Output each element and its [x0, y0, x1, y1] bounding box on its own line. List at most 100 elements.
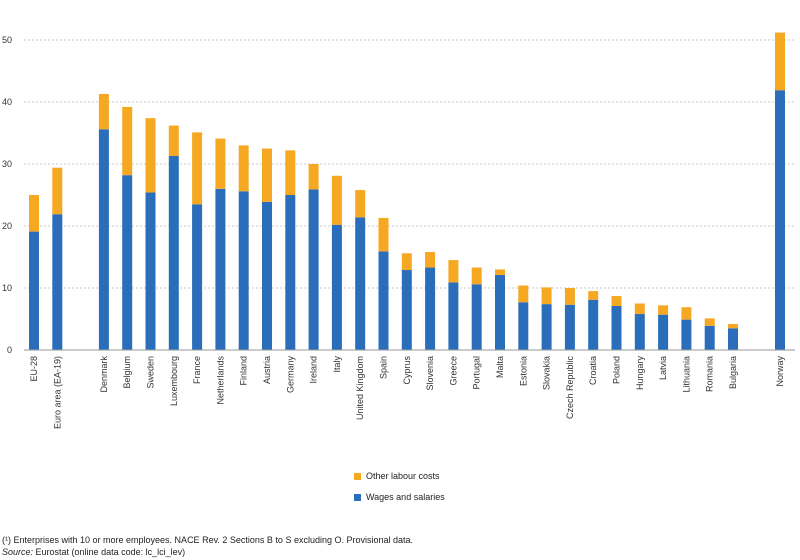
- bar-wages-austria: [262, 201, 272, 350]
- bar-wages-italy: [331, 224, 342, 350]
- bar-wages-sweden: [145, 192, 156, 350]
- bar-wages-czech-republic: [564, 304, 575, 350]
- y-tick-label-40: 40: [2, 97, 12, 107]
- x-tick-label-bulgaria: Bulgaria: [728, 356, 738, 389]
- bar-wages-norway: [775, 90, 785, 350]
- bar-other-france: [192, 132, 203, 205]
- bar-wages-portugal: [471, 284, 482, 350]
- bar-other-latvia: [658, 305, 669, 315]
- bar-wages-france: [192, 204, 203, 350]
- x-tick-label-belgium: Belgium: [122, 356, 132, 389]
- x-tick-label-austria: Austria: [262, 356, 272, 384]
- bar-wages-romania: [704, 325, 715, 350]
- bar-other-spain: [378, 217, 389, 252]
- y-tick-label-0: 0: [7, 345, 12, 355]
- x-tick-label-spain: Spain: [379, 356, 389, 379]
- bar-other-sweden: [145, 118, 156, 193]
- bar-other-hungary: [634, 303, 645, 315]
- x-tick-label-latvia: Latvia: [658, 356, 668, 380]
- y-tick-label-30: 30: [2, 159, 12, 169]
- bar-other-slovakia: [541, 287, 552, 305]
- x-tick-label-portugal: Portugal: [472, 356, 482, 390]
- stacked-bar-chart: 0 10 20 30 40 50 EU-28 Euro area (EA-19) Denmar…: [2, 32, 795, 429]
- bar-other-germany: [285, 150, 296, 195]
- bar-wages-croatia: [588, 299, 599, 350]
- bar-wages-united-kingdom: [355, 217, 366, 350]
- x-tick-label-cyprus: Cyprus: [402, 356, 412, 385]
- x-tick-label-hungary: Hungary: [635, 356, 645, 391]
- legend-swatch-wages: [354, 493, 361, 501]
- bar-wages-belgium: [122, 175, 133, 350]
- bar-wages-euro-area-ea-19: [52, 214, 63, 350]
- bar-other-belgium: [122, 106, 133, 176]
- bar-other-finland: [238, 145, 249, 192]
- x-tick-label-sweden: Sweden: [146, 356, 156, 389]
- x-tick-label-netherlands: Netherlands: [215, 356, 225, 405]
- y-tick-label-20: 20: [2, 221, 12, 231]
- y-tick-label-50: 50: [2, 35, 12, 45]
- footnotes: (¹) Enterprises with 10 or more employee…: [2, 534, 413, 558]
- x-tick-label-france: France: [192, 356, 202, 384]
- x-tick-label-slovakia: Slovakia: [542, 356, 552, 390]
- x-tick-label-greece: Greece: [448, 356, 458, 386]
- bar-other-eu-28: [29, 195, 39, 232]
- x-tick-label-italy: Italy: [332, 356, 342, 373]
- bar-wages-bulgaria: [728, 328, 738, 350]
- bar-other-luxembourg: [168, 125, 179, 156]
- x-tick-label-germany: Germany: [285, 356, 295, 394]
- legend-label-wages: Wages and salaries: [366, 492, 445, 502]
- bar-other-estonia: [518, 285, 529, 303]
- bar-other-euro-area-ea-19: [52, 167, 63, 215]
- y-axis-tick-labels: 0 10 20 30 40 50: [2, 35, 12, 355]
- bar-wages-slovakia: [541, 304, 552, 350]
- bar-other-czech-republic: [564, 288, 575, 305]
- x-tick-label-luxembourg: Luxembourg: [169, 356, 179, 406]
- x-tick-label-ireland: Ireland: [309, 356, 319, 384]
- bar-other-poland: [611, 296, 622, 306]
- bar-wages-hungary: [634, 314, 645, 350]
- bar-other-greece: [448, 260, 459, 283]
- bar-wages-ireland: [308, 189, 319, 350]
- x-tick-label-denmark: Denmark: [99, 356, 109, 393]
- x-tick-label-euro-area-ea-19: Euro area (EA-19): [52, 356, 62, 429]
- bar-other-cyprus: [401, 253, 412, 271]
- bar-other-bulgaria: [728, 323, 738, 329]
- bar-wages-latvia: [658, 314, 669, 350]
- x-tick-label-lithuania: Lithuania: [681, 356, 691, 393]
- bar-other-lithuania: [681, 307, 692, 320]
- footnote-note: (¹) Enterprises with 10 or more employee…: [2, 535, 414, 545]
- bar-other-romania: [704, 318, 715, 326]
- bar-other-italy: [331, 175, 342, 225]
- bar-wages-estonia: [518, 302, 529, 350]
- x-tick-label-united-kingdom: United Kingdom: [355, 356, 365, 420]
- bar-other-austria: [262, 148, 272, 202]
- bar-wages-greece: [448, 282, 459, 350]
- legend-item-wages-and-salaries: Wages and salaries: [354, 491, 445, 503]
- bar-wages-germany: [285, 195, 296, 350]
- bar-wages-cyprus: [401, 270, 412, 350]
- x-tick-label-eu-28: EU-28: [29, 356, 39, 382]
- x-tick-label-finland: Finland: [239, 356, 249, 386]
- gridlines: [24, 39, 795, 289]
- bar-other-slovenia: [425, 252, 436, 268]
- x-tick-label-estonia: Estonia: [518, 356, 528, 386]
- bar-wages-luxembourg: [168, 155, 179, 350]
- x-tick-label-romania: Romania: [705, 356, 715, 392]
- bar-other-united-kingdom: [355, 190, 366, 218]
- bar-other-ireland: [308, 164, 319, 190]
- bar-other-netherlands: [215, 138, 226, 189]
- bar-wages-finland: [238, 191, 249, 350]
- footnote-source: Source: Eurostat (online data code: lc_l…: [2, 546, 413, 558]
- bar-wages-spain: [378, 251, 389, 350]
- legend-label-other: Other labour costs: [366, 471, 440, 481]
- bar-wages-malta: [495, 274, 505, 350]
- x-tick-label-poland: Poland: [612, 356, 622, 384]
- bars: [29, 32, 785, 350]
- legend-item-other-labour-costs: Other labour costs: [354, 470, 445, 482]
- x-tick-label-malta: Malta: [495, 356, 505, 378]
- x-tick-label-slovenia: Slovenia: [425, 356, 435, 391]
- bar-other-croatia: [588, 291, 599, 300]
- bar-other-portugal: [471, 267, 482, 285]
- source-label: Source:: [2, 547, 34, 557]
- bar-wages-denmark: [98, 129, 109, 350]
